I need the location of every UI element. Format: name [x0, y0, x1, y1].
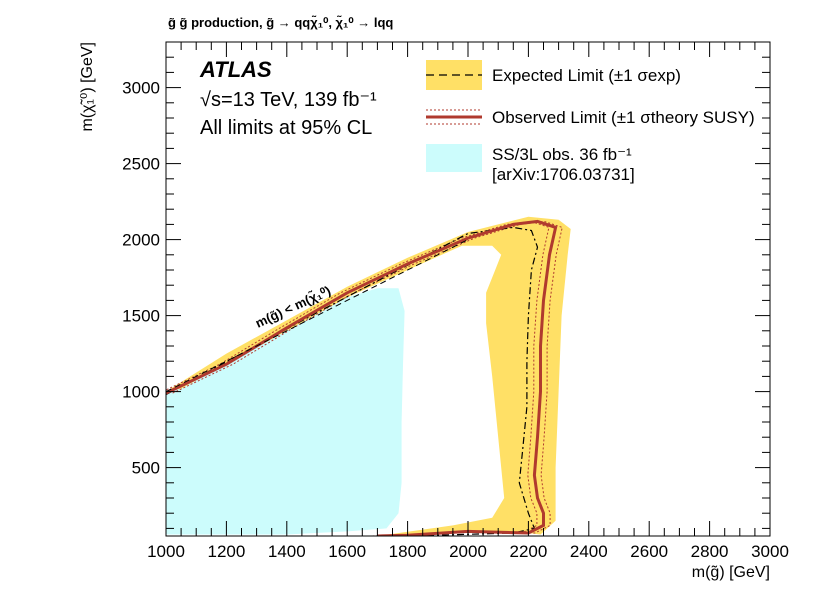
x-tick-label: 1600 [328, 542, 366, 561]
series-expected-band [166, 216, 571, 536]
x-tick-label: 2400 [570, 542, 608, 561]
energy-lumi-label: √s=13 TeV, 139 fb⁻¹ [200, 89, 377, 111]
y-axis-label: m(χ̃₁⁰) [GeV] [79, 42, 96, 132]
kinematic-limit-line [166, 239, 469, 393]
x-tick-label: 3000 [751, 542, 789, 561]
y-tick-label: 500 [132, 459, 160, 478]
x-tick-label: 2200 [509, 542, 547, 561]
x-tick-label: 2600 [630, 542, 668, 561]
cl-note-label: All limits at 95% CL [200, 117, 372, 139]
chart-title: g̃ g̃ production, g̃ → qqχ̃₁⁰, χ̃₁⁰ → lq… [168, 15, 393, 30]
x-axis-label: m(g̃) [GeV] [692, 564, 770, 581]
y-tick-label: 3000 [122, 79, 160, 98]
series-previous-area [166, 288, 405, 535]
y-tick-label: 1500 [122, 307, 160, 326]
legend-swatch-previous [426, 144, 482, 172]
series-observed-down [166, 220, 550, 536]
y-tick-label: 2500 [122, 155, 160, 174]
x-tick-label: 1000 [147, 542, 185, 561]
x-tick-label: 1800 [389, 542, 427, 561]
experiment-label: ATLAS [199, 57, 272, 82]
legend-label-previous-2: [arXiv:1706.03731] [492, 165, 635, 184]
x-tick-label: 2800 [691, 542, 729, 561]
series-observed-up [172, 220, 563, 536]
y-tick-label: 1000 [122, 383, 160, 402]
series-observed-line [166, 219, 558, 536]
x-tick-label: 2000 [449, 542, 487, 561]
legend-label-observed: Observed Limit (±1 σtheory SUSY) [492, 108, 755, 127]
legend-label-expected: Expected Limit (±1 σexp) [492, 66, 681, 85]
legend: Expected Limit (±1 σexp) Observed Limit … [426, 60, 755, 184]
y-tick-label: 2000 [122, 231, 160, 250]
legend-label-previous-1: SS/3L obs. 36 fb⁻¹ [492, 145, 632, 164]
x-tick-label: 1400 [268, 542, 306, 561]
x-tick-label: 1200 [207, 542, 245, 561]
